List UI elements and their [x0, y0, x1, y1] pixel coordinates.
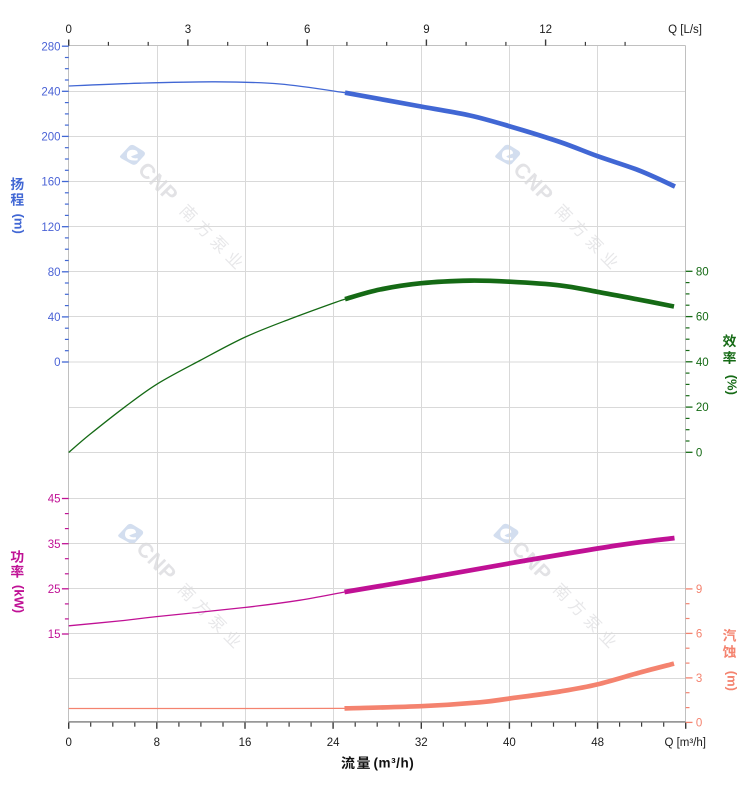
svg-text:(kW): (kW) — [11, 585, 26, 613]
svg-text:8: 8 — [154, 737, 160, 749]
svg-text:16: 16 — [239, 737, 252, 749]
svg-text:9: 9 — [696, 584, 702, 596]
svg-text:40: 40 — [48, 312, 61, 324]
svg-text:12: 12 — [539, 24, 552, 36]
svg-text:45: 45 — [48, 494, 61, 506]
svg-text:80: 80 — [696, 266, 709, 278]
svg-text:240: 240 — [41, 86, 60, 98]
svg-text:(m): (m) — [724, 671, 739, 691]
svg-text:60: 60 — [696, 312, 709, 324]
svg-text:40: 40 — [696, 357, 709, 369]
svg-text:48: 48 — [591, 737, 604, 749]
svg-text:0: 0 — [696, 447, 702, 459]
svg-text:(m): (m) — [12, 214, 27, 234]
svg-text:40: 40 — [503, 737, 516, 749]
svg-text:120: 120 — [41, 222, 60, 234]
svg-text:(m³/h): (m³/h) — [374, 755, 415, 770]
svg-text:32: 32 — [415, 737, 428, 749]
svg-text:160: 160 — [41, 177, 60, 189]
svg-text:(%): (%) — [724, 375, 739, 395]
svg-text:0: 0 — [65, 737, 71, 749]
svg-text:0: 0 — [696, 718, 702, 730]
svg-text:280: 280 — [41, 41, 60, 53]
svg-text:3: 3 — [696, 673, 702, 685]
svg-text:Q [m³/h]: Q [m³/h] — [664, 737, 706, 749]
svg-text:20: 20 — [696, 402, 709, 414]
svg-text:25: 25 — [48, 584, 61, 596]
svg-text:0: 0 — [54, 357, 60, 369]
svg-text:6: 6 — [304, 24, 310, 36]
svg-text:3: 3 — [185, 24, 191, 36]
svg-text:24: 24 — [327, 737, 340, 749]
svg-text:6: 6 — [696, 629, 702, 641]
svg-text:9: 9 — [423, 24, 429, 36]
svg-text:Q [L/s]: Q [L/s] — [668, 24, 702, 36]
svg-text:80: 80 — [48, 267, 61, 279]
svg-text:0: 0 — [65, 24, 71, 36]
svg-text:200: 200 — [41, 132, 60, 144]
svg-text:15: 15 — [48, 629, 61, 641]
svg-text:35: 35 — [48, 539, 61, 551]
